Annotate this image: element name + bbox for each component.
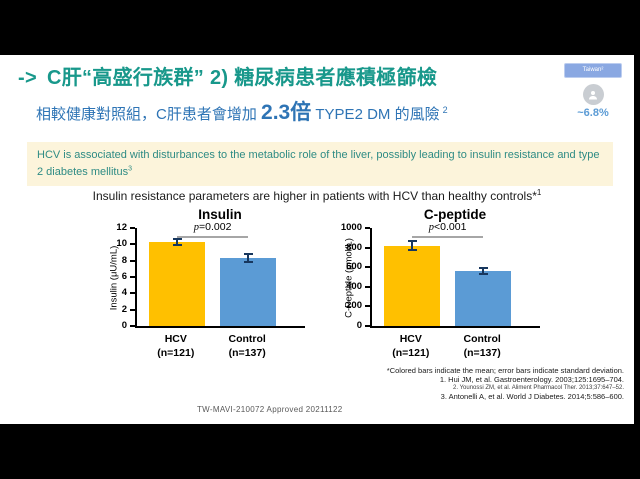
significance-line: p<0.001: [412, 221, 483, 238]
footnote-colored-bars: *Colored bars indicate the mean; error b…: [386, 366, 624, 375]
plot-area: 0 2 4 6 8 10 12 p=0.002: [116, 221, 305, 331]
y-tick-mark: [130, 325, 135, 327]
chart-headline-text: Insulin resistance parameters are higher…: [92, 189, 537, 203]
chart-plot: C-Peptide (pmol/L) 0 200 400 600 800 1000 p<0.…: [341, 221, 540, 331]
approval-code: TW-MAVI-210072 Approved 20211122: [197, 405, 343, 414]
badge-pill-label: Taiwan²: [564, 63, 622, 78]
chart-headline-reference-superscript: 1: [536, 188, 542, 197]
y-tick-mark: [365, 325, 370, 327]
x-axis-label: HCV (n=121): [157, 333, 195, 359]
key-message-text: HCV is associated with disturbances to t…: [37, 149, 600, 178]
c-peptide-bar-chart: C-peptide C-Peptide (pmol/L) 0 200 400 600 8…: [327, 207, 567, 363]
prevalence-value: ~6.8%: [577, 107, 609, 119]
key-message-box: HCV is associated with disturbances to t…: [27, 142, 613, 186]
plot-area: 0 200 400 600 800 1000 p<0.001: [341, 221, 540, 331]
page-title: -> C肝“高盛行族群” 2) 糖尿病患者應積極篩檢: [18, 61, 437, 90]
chart-plot: Insulin (μU/mL) 0 2 4 6 8 10 12 p=0.002: [109, 221, 305, 331]
arrow-prefix: ->: [18, 67, 37, 89]
y-tick-label: 800: [346, 241, 362, 253]
reference-3: 3. Antonelli A, et al. World J Diabetes.…: [440, 392, 624, 401]
y-tick-mark: [365, 227, 370, 229]
prevalence-badge: Taiwan² ~6.8%: [564, 63, 622, 119]
y-tick-mark: [130, 243, 135, 246]
y-tick-label: 8: [121, 254, 127, 266]
subtitle-highlight: 2.3倍: [261, 101, 312, 124]
y-tick-mark: [130, 227, 135, 229]
y-tick-mark: [130, 308, 135, 311]
y-tick-mark: [130, 259, 135, 262]
p-value-label: p=0.002: [193, 221, 232, 233]
error-bar: [408, 240, 418, 251]
bar-control: [454, 271, 511, 326]
person-icon: [582, 84, 604, 105]
error-bar: [478, 267, 488, 275]
y-tick-label: 2: [121, 303, 127, 315]
subtitle-suffix: TYPE2 DM 的風險: [311, 106, 440, 123]
y-tick-label: 0: [121, 320, 127, 331]
key-message-reference-superscript: 3: [128, 164, 133, 172]
y-tick-label: 0: [356, 320, 362, 331]
y-tick-mark: [365, 285, 370, 288]
y-tick-label: 200: [346, 300, 362, 312]
bar-hcv: [384, 245, 441, 326]
x-axis-label: Control (n=137): [228, 333, 266, 359]
error-bar: [173, 238, 183, 246]
x-axis-label: Control (n=137): [463, 333, 501, 359]
y-tick-mark: [365, 266, 370, 269]
y-tick-mark: [365, 305, 370, 308]
significance-line: p=0.002: [177, 221, 248, 238]
y-tick-label: 10: [116, 238, 127, 250]
references-block: *Colored bars indicate the mean; error b…: [387, 366, 624, 401]
page-subtitle: 相較健康對照組，C肝患者會增加 2.3倍 TYPE2 DM 的風險 2: [36, 96, 448, 126]
y-tick-label: 4: [121, 287, 127, 299]
chart-headline: Insulin resistance parameters are higher…: [0, 188, 634, 203]
chart-title: Insulin: [198, 207, 242, 222]
subtitle-reference-superscript: 2: [442, 105, 448, 115]
y-tick-label: 400: [346, 280, 362, 292]
bar-hcv: [149, 241, 206, 326]
reference-2: 2. Younossi ZM, et al. Aliment Pharmacol…: [453, 385, 624, 391]
y-tick-mark: [365, 246, 370, 249]
insulin-bar-chart: Insulin Insulin (μU/mL) 0 2 4 6 8 10 12 p=0.002…: [92, 207, 332, 363]
error-bar: [243, 253, 253, 264]
x-axis-label: HCV (n=121): [392, 333, 430, 359]
y-tick-mark: [130, 292, 135, 295]
reference-1: 1. Hui JM, et al. Gastroenterology. 2003…: [439, 375, 624, 384]
chart-title: C-peptide: [423, 207, 487, 222]
y-tick-label: 1000: [340, 222, 362, 233]
y-tick-label: 6: [121, 271, 127, 282]
y-tick-mark: [130, 276, 135, 278]
x-axis-labels: HCV (n=121) Control (n=137): [135, 333, 305, 363]
y-tick-label: 12: [116, 222, 127, 233]
page-title-text: C肝“高盛行族群” 2) 糖尿病患者應積極篩檢: [46, 67, 438, 89]
bar-control: [219, 258, 276, 326]
presentation-slide: -> C肝“高盛行族群” 2) 糖尿病患者應積極篩檢 相較健康對照組，C肝患者會增…: [0, 55, 634, 424]
y-tick-label: 600: [346, 261, 362, 273]
p-value-label: p<0.001: [428, 221, 467, 233]
subtitle-prefix: 相較健康對照組，C肝患者會增加: [36, 106, 262, 123]
x-axis-labels: HCV (n=121) Control (n=137): [370, 333, 540, 363]
